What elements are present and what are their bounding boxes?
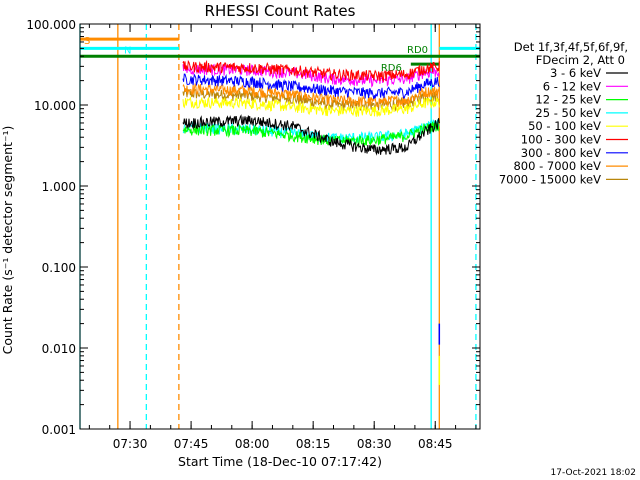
x-tick-label-2: 08:00 xyxy=(235,437,270,451)
series-line-1 xyxy=(182,62,440,88)
x-tick-label-5: 08:45 xyxy=(418,437,453,451)
y-tick-label-4: 0.010 xyxy=(42,342,76,356)
x-tick-label-0: 07:30 xyxy=(113,437,148,451)
chart-title: RHESSI Count Rates xyxy=(205,2,356,20)
y-tick-label-0: 100.000 xyxy=(26,18,76,32)
legend: Det 1f,3f,4f,5f,6f,9f, FDecim 2, Att 0 3… xyxy=(499,40,628,186)
legend-label-4: 50 - 100 keV xyxy=(528,119,601,133)
series-line-6 xyxy=(182,73,440,100)
legend-header-line-1: Det 1f,3f,4f,5f,6f,9f, xyxy=(514,40,628,54)
flag-label-2: RD0 xyxy=(407,45,428,56)
axes: 100.000 10.000 1.000 0.100 0.010 0.001 07:30 07… xyxy=(26,18,481,451)
x-tick-label-4: 08:30 xyxy=(357,437,392,451)
series-line-0 xyxy=(182,114,440,156)
series-line-2 xyxy=(182,120,440,148)
series-line-8 xyxy=(182,88,440,113)
legend-header-line-2: FDecim 2, Att 0 xyxy=(536,53,625,67)
x-tick-label-3: 08:15 xyxy=(296,437,331,451)
plot-area: S N RD0 RD6 xyxy=(79,24,480,429)
axes-frame xyxy=(79,23,481,430)
flag-label-1: N xyxy=(124,45,131,56)
flag-label-3: RD6 xyxy=(381,63,402,74)
footer-date: 17-Oct-2021 18:02 xyxy=(551,468,636,478)
legend-label-1: 6 - 12 keV xyxy=(543,79,601,93)
legend-label-7: 800 - 7000 keV xyxy=(513,159,601,173)
legend-label-8: 7000 - 15000 keV xyxy=(499,172,601,186)
series-line-4 xyxy=(182,95,440,117)
legend-label-2: 12 - 25 keV xyxy=(535,93,601,107)
legend-label-5: 100 - 300 keV xyxy=(521,133,601,147)
y-tick-label-2: 1.000 xyxy=(42,180,76,194)
series-line-7 xyxy=(182,82,440,108)
y-axis-label: Count Rate (s⁻¹ detector segment⁻¹) xyxy=(0,126,15,355)
legend-label-6: 300 - 800 keV xyxy=(521,146,601,160)
flag-label-0: S xyxy=(84,36,90,47)
y-tick-label-5: 0.001 xyxy=(42,423,76,437)
legend-label-0: 3 - 6 keV xyxy=(550,66,601,80)
x-axis-label: Start Time (18-Dec-10 07:17:42) xyxy=(178,454,382,469)
series-line-5 xyxy=(182,59,440,83)
y-tick-label-1: 10.000 xyxy=(34,99,76,113)
y-tick-label-3: 0.100 xyxy=(42,261,76,275)
x-tick-label-1: 07:45 xyxy=(174,437,209,451)
legend-label-3: 25 - 50 keV xyxy=(535,106,601,120)
